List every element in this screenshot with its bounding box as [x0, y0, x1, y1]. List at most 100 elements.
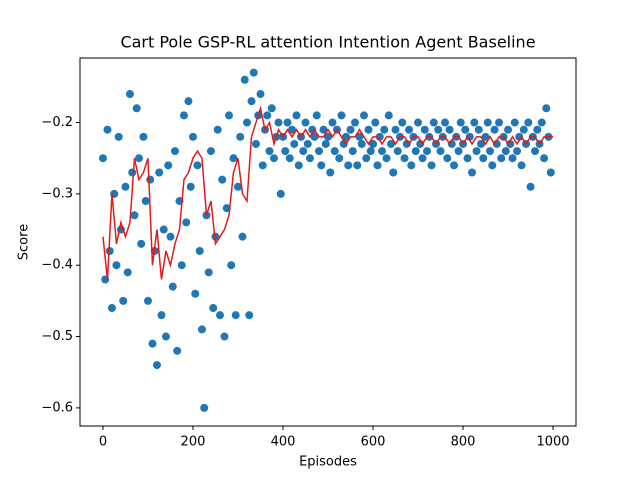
- point: [526, 182, 535, 191]
- x-tick-label: 600: [361, 435, 386, 450]
- point: [121, 182, 130, 191]
- point: [364, 125, 373, 134]
- point: [125, 90, 134, 99]
- point: [227, 261, 236, 270]
- point: [400, 154, 409, 163]
- point: [132, 104, 141, 113]
- point: [164, 161, 173, 170]
- point: [369, 139, 378, 148]
- y-tick-label: −0.3: [41, 186, 73, 201]
- point: [276, 189, 285, 198]
- point: [416, 139, 425, 148]
- point: [472, 147, 481, 156]
- point: [378, 147, 387, 156]
- point: [540, 154, 549, 163]
- point: [238, 232, 247, 241]
- point: [157, 311, 166, 320]
- plot-frame: [79, 57, 577, 427]
- point: [141, 197, 150, 206]
- point: [155, 168, 164, 177]
- point: [229, 154, 238, 163]
- point: [168, 282, 177, 291]
- point: [353, 161, 362, 170]
- point: [423, 147, 432, 156]
- point: [249, 68, 258, 77]
- x-tick-label: 400: [271, 435, 296, 450]
- point: [245, 311, 254, 320]
- point: [177, 261, 186, 270]
- point: [319, 125, 328, 134]
- x-tick-label: 1000: [536, 435, 569, 450]
- point: [179, 111, 188, 120]
- point: [371, 118, 380, 127]
- point: [290, 139, 299, 148]
- point: [314, 147, 323, 156]
- point: [546, 168, 555, 177]
- point: [184, 97, 193, 106]
- point: [103, 125, 112, 134]
- point: [209, 304, 218, 313]
- point: [382, 154, 391, 163]
- point: [328, 118, 337, 127]
- point: [161, 332, 170, 341]
- point: [474, 125, 483, 134]
- y-tick-label: −0.5: [41, 329, 73, 344]
- point: [326, 168, 335, 177]
- point: [213, 125, 222, 134]
- point: [193, 161, 202, 170]
- point: [389, 168, 398, 177]
- point: [360, 111, 369, 120]
- point: [182, 218, 191, 227]
- point: [233, 182, 242, 191]
- point: [173, 346, 182, 355]
- point: [285, 154, 294, 163]
- point: [454, 147, 463, 156]
- point: [148, 339, 157, 348]
- point: [362, 154, 371, 163]
- point: [166, 232, 175, 241]
- point: [292, 111, 301, 120]
- point: [519, 125, 528, 134]
- point: [303, 139, 312, 148]
- point: [542, 104, 551, 113]
- point: [483, 118, 492, 127]
- point: [414, 118, 423, 127]
- point: [269, 154, 278, 163]
- point: [531, 147, 540, 156]
- point: [258, 161, 267, 170]
- point: [443, 154, 452, 163]
- point: [146, 175, 155, 184]
- point: [342, 132, 351, 141]
- point: [510, 118, 519, 127]
- point: [344, 161, 353, 170]
- point: [497, 154, 506, 163]
- point: [463, 154, 472, 163]
- point: [387, 139, 396, 148]
- point: [339, 139, 348, 148]
- chart-title: Cart Pole GSP-RL attention Intention Age…: [120, 33, 535, 52]
- x-tick-label: 0: [99, 435, 107, 450]
- point: [220, 332, 229, 341]
- point: [263, 111, 272, 120]
- point: [405, 125, 414, 134]
- point: [357, 139, 366, 148]
- point: [251, 139, 260, 148]
- point: [137, 239, 146, 248]
- point: [524, 118, 533, 127]
- point: [222, 204, 231, 213]
- point: [139, 132, 148, 141]
- point: [441, 118, 450, 127]
- point: [407, 161, 416, 170]
- point: [445, 125, 454, 134]
- point: [470, 118, 479, 127]
- point: [490, 125, 499, 134]
- point: [418, 154, 427, 163]
- point: [112, 261, 121, 270]
- point: [107, 304, 116, 313]
- point: [495, 118, 504, 127]
- point: [434, 125, 443, 134]
- point: [188, 132, 197, 141]
- point: [247, 97, 256, 106]
